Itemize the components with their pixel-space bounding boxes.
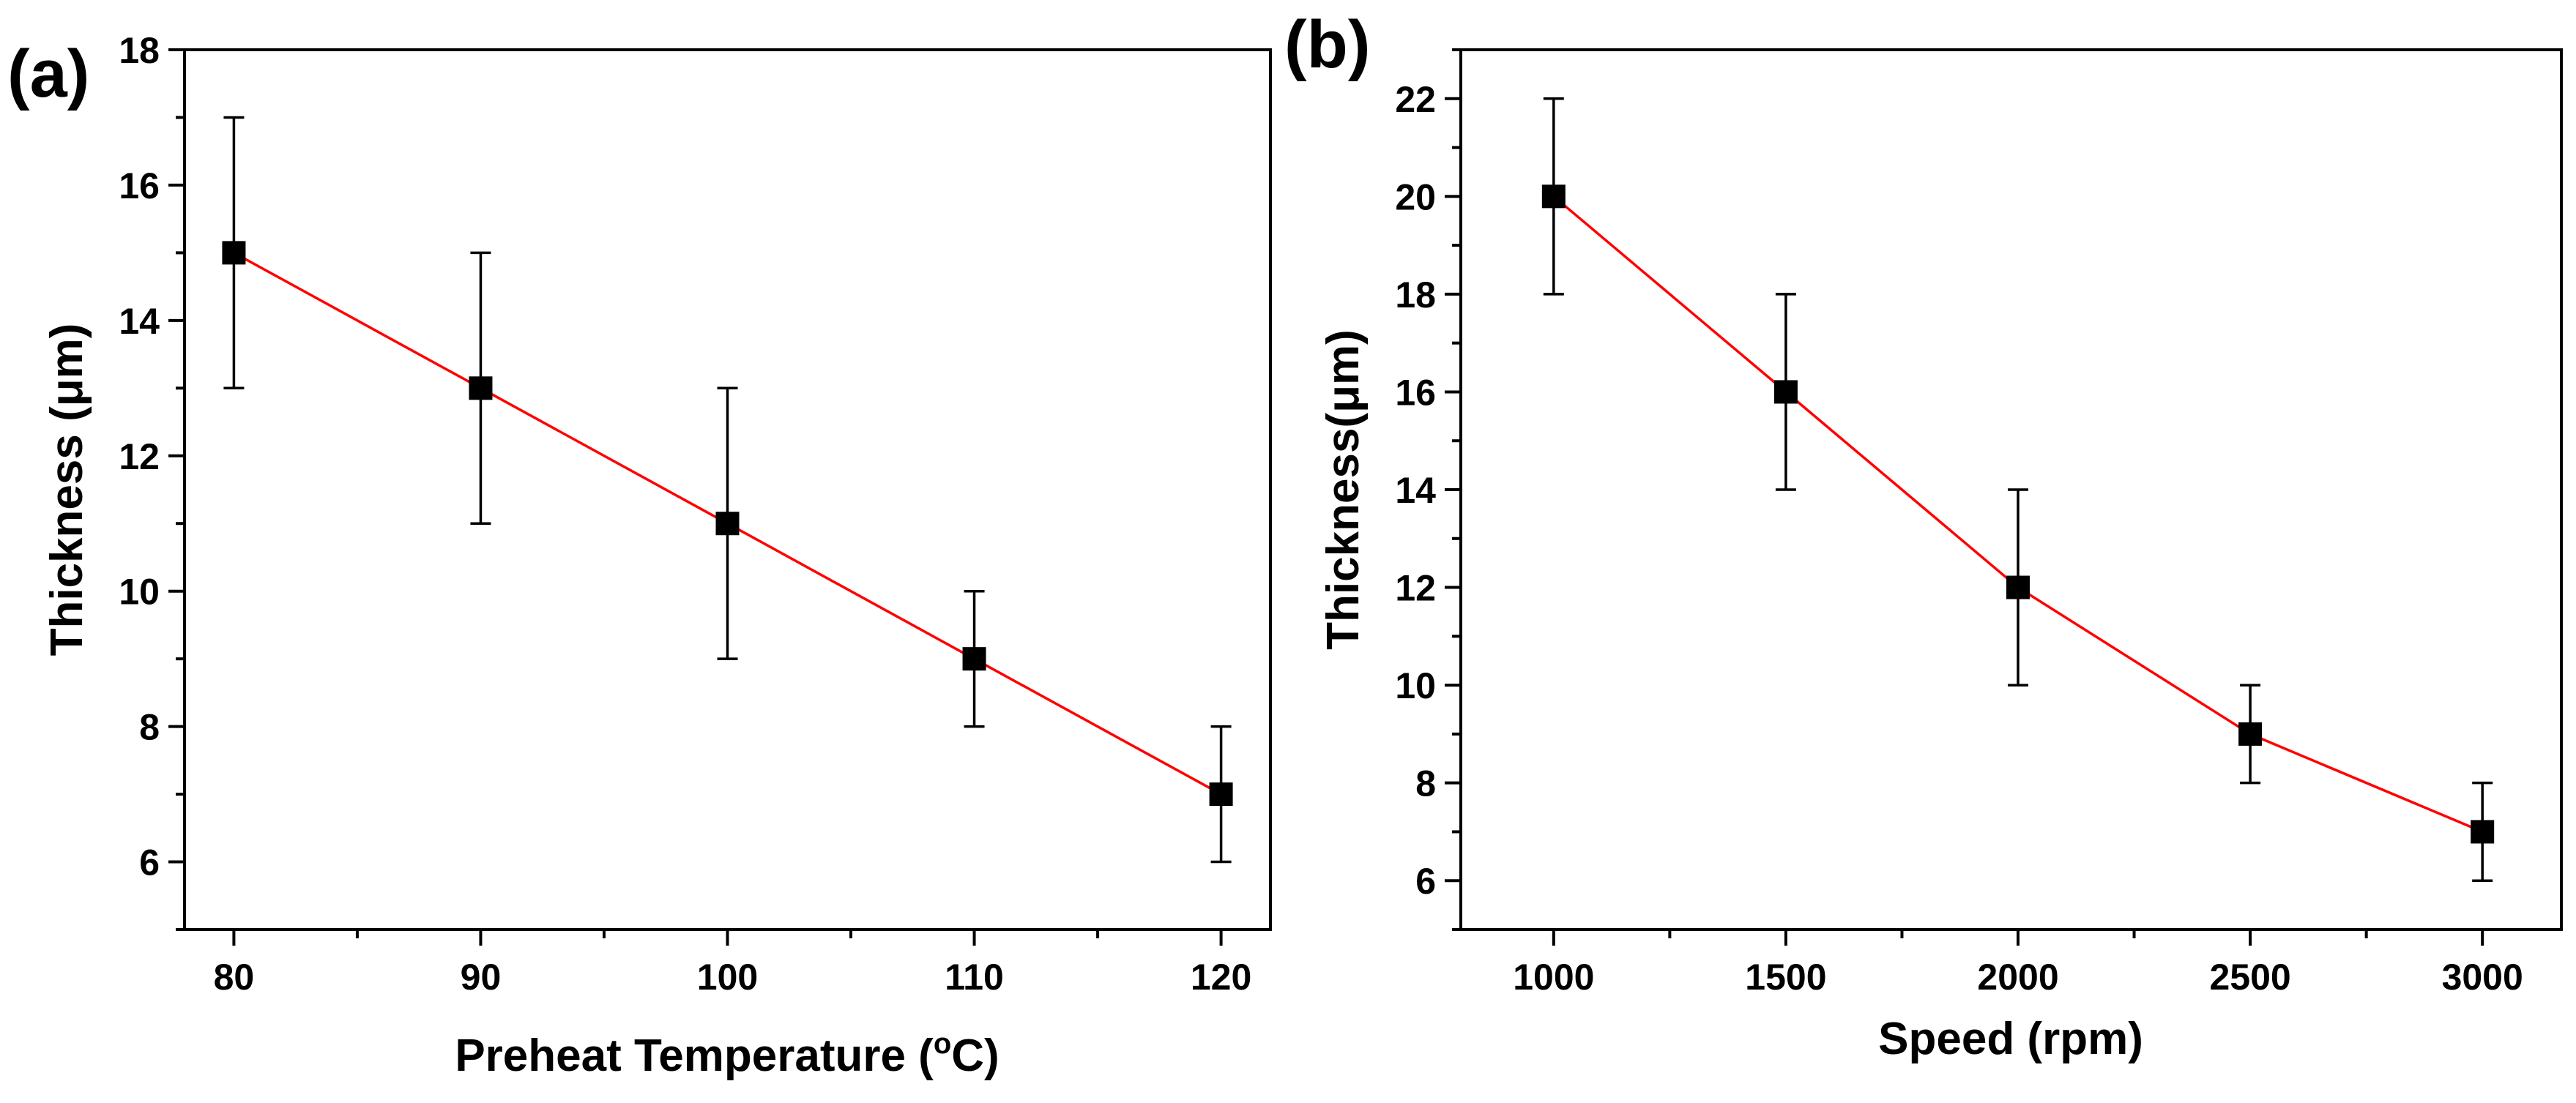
x-tick-label: 100: [697, 957, 758, 998]
y-tick-label: 14: [1395, 470, 1436, 511]
x-tick-label: 1000: [1513, 957, 1594, 998]
y-tick-label: 10: [119, 572, 160, 613]
data-point-marker: [1541, 184, 1566, 209]
x-tick-label: 80: [214, 957, 255, 998]
y-tick-label: 6: [1415, 861, 1436, 902]
y-tick-label: 16: [1395, 372, 1436, 413]
x-tick-label: 120: [1191, 957, 1251, 998]
y-tick-label: 20: [1395, 176, 1436, 217]
data-point-marker: [962, 647, 986, 671]
data-point-marker: [2006, 575, 2030, 599]
panel-b-ticks: 1000 1500 2000 2500 3000 6 8 10 12 14 16 18 20 22: [1395, 48, 2523, 998]
data-point-marker: [2471, 820, 2495, 844]
panel-a-x-axis-title: Preheat Temperature (oC): [455, 1028, 999, 1081]
y-tick-label: 22: [1395, 79, 1436, 120]
y-tick-label: 14: [119, 301, 160, 342]
panel-b-label: (b): [1284, 7, 1370, 82]
y-tick-label: 6: [139, 842, 160, 883]
data-point-marker: [1209, 782, 1233, 807]
x-tick-label: 3000: [2442, 957, 2523, 998]
y-tick-label: 10: [1395, 665, 1436, 706]
data-point-marker: [222, 241, 246, 265]
panel-b-y-axis-title: Thickness(μm): [1318, 329, 1369, 650]
x-tick-label: 90: [461, 957, 502, 998]
data-point-marker: [1773, 380, 1798, 404]
panel-a-ticks: 80 90 100 110 120 6 8 10 12 14 16 18: [119, 30, 1251, 998]
y-tick-label: 8: [139, 707, 160, 748]
data-point-marker: [469, 376, 493, 400]
y-tick-label: 12: [1395, 568, 1436, 609]
y-tick-label: 12: [119, 436, 160, 477]
y-tick-label: 18: [1395, 274, 1436, 315]
x-tick-label: 1500: [1745, 957, 1826, 998]
y-tick-label: 16: [119, 165, 160, 206]
panel-b: (b) 1000 1500 2000 2500 3000 6 8 10 12 14 16 18 20 22…: [1284, 7, 2563, 1064]
panel-a-label: (a): [7, 37, 89, 111]
panel-a-series: [222, 116, 1233, 864]
data-point-marker: [715, 512, 740, 536]
x-tick-label: 110: [945, 957, 1004, 998]
data-point-marker: [2238, 722, 2263, 746]
y-tick-label: 8: [1415, 763, 1436, 804]
panel-b-x-axis-title: Speed (rpm): [1878, 1014, 2143, 1064]
x-tick-label: 2500: [2209, 957, 2290, 998]
panel-a: (a) 80 90 100 110 120 6 8 10 12 14 16 18 Preheat Te…: [7, 30, 1272, 1081]
panel-b-series: [1541, 97, 2495, 882]
x-tick-label: 2000: [1977, 957, 2058, 998]
panel-a-y-axis-title: Thickness (μm): [42, 324, 92, 657]
y-tick-label: 18: [119, 30, 160, 71]
